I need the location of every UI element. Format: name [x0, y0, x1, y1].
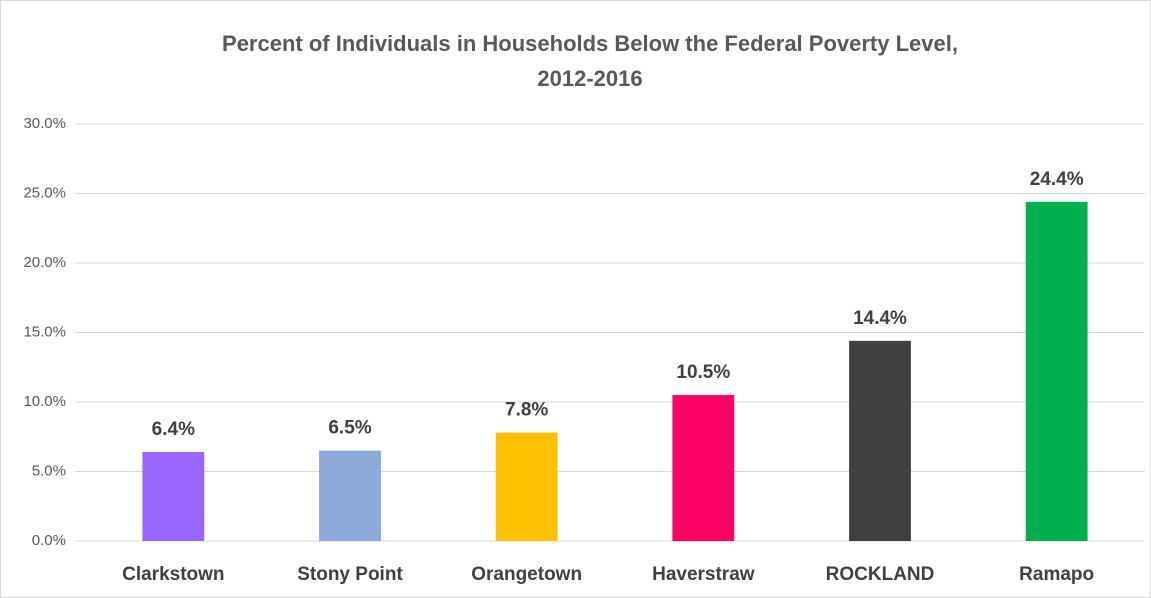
bar: [319, 450, 381, 541]
value-label: 14.4%: [853, 308, 907, 329]
y-tick-label: 5.0%: [32, 462, 66, 479]
chart-title: Percent of Individuals in Households Bel…: [222, 31, 958, 56]
y-tick-label: 20.0%: [23, 254, 66, 271]
x-tick-label: ROCKLAND: [826, 564, 935, 585]
x-tick-label: Ramapo: [1019, 564, 1094, 585]
y-tick-label: 15.0%: [23, 323, 66, 340]
bar: [142, 452, 205, 541]
x-tick-label: Orangetown: [471, 564, 582, 585]
bar: [849, 340, 911, 541]
bar: [1025, 201, 1088, 541]
y-tick-label: 0.0%: [32, 532, 66, 549]
x-tick-label: Clarkstown: [122, 564, 224, 585]
bar: [672, 395, 735, 541]
value-label: 6.4%: [152, 419, 195, 440]
x-tick-label: Stony Point: [297, 564, 403, 585]
x-tick-label: Haverstraw: [652, 564, 755, 585]
value-label: 7.8%: [505, 400, 548, 421]
y-tick-label: 30.0%: [23, 115, 66, 132]
chart-title: 2012-2016: [537, 66, 642, 91]
value-label: 24.4%: [1030, 169, 1084, 190]
y-tick-label: 10.0%: [23, 393, 66, 410]
value-label: 10.5%: [676, 362, 730, 383]
value-label: 6.5%: [328, 418, 371, 439]
bar: [495, 432, 558, 541]
y-tick-label: 25.0%: [23, 184, 66, 201]
